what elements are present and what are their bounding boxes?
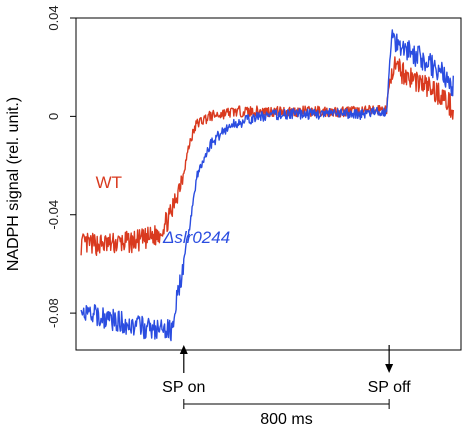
legend-label-dslr0244: Δslr0244 bbox=[162, 228, 230, 247]
duration-label: 800 ms bbox=[260, 411, 312, 428]
y-tick-label: 0 bbox=[46, 113, 61, 120]
series-line-1 bbox=[80, 29, 454, 342]
series-line-0 bbox=[80, 56, 454, 256]
y-tick-label: 0.04 bbox=[46, 5, 61, 30]
sp-off-arrow-head bbox=[385, 364, 394, 373]
legend-label-wt: WT bbox=[96, 173, 122, 192]
y-axis: -0.08 -0.04 0 0.04 bbox=[46, 5, 76, 328]
y-tick-label: -0.08 bbox=[46, 298, 61, 328]
sp-on-label: SP on bbox=[162, 379, 205, 396]
sp-off-label: SP off bbox=[368, 379, 412, 396]
sp-on-arrow-head bbox=[179, 345, 188, 354]
series-layer bbox=[80, 29, 454, 342]
annotation-layer bbox=[179, 345, 394, 409]
y-tick-label: -0.04 bbox=[46, 200, 61, 230]
y-axis-title: NADPH signal (rel. unit.) bbox=[5, 97, 22, 271]
plot-frame bbox=[75, 17, 462, 351]
